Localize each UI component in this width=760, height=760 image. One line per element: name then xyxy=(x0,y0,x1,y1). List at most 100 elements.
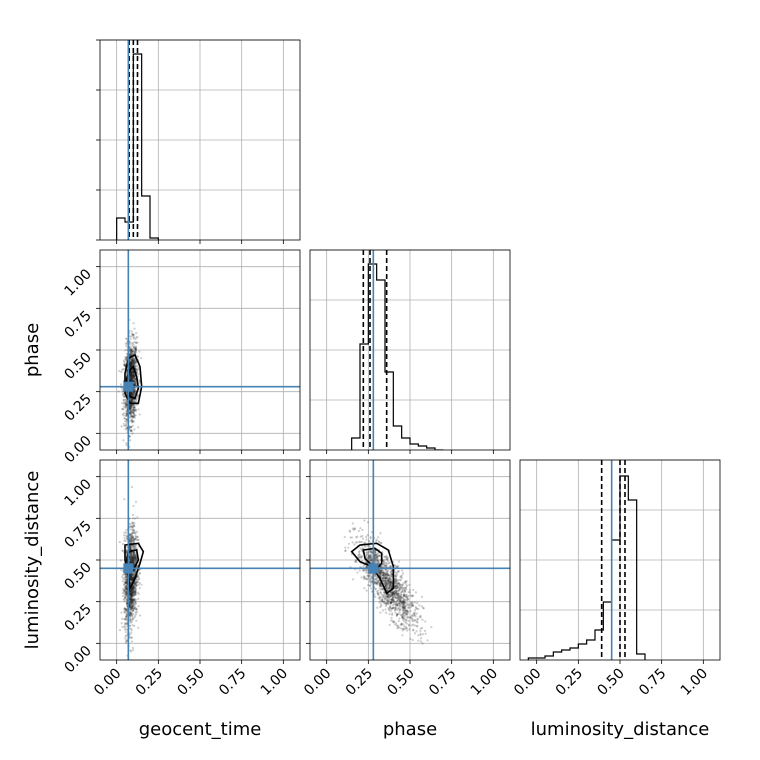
scatter-point xyxy=(130,399,133,402)
scatter-point xyxy=(367,557,370,560)
scatter-point xyxy=(124,404,128,407)
scatter-point xyxy=(401,583,404,587)
scatter-point xyxy=(130,612,133,615)
scatter-point xyxy=(129,606,133,610)
scatter-point xyxy=(124,581,127,584)
scatter-point xyxy=(131,558,135,561)
scatter-point xyxy=(132,539,135,542)
scatter-point xyxy=(125,371,128,374)
scatter-point xyxy=(134,537,137,540)
scatter-point xyxy=(415,624,418,627)
scatter-point xyxy=(132,411,135,414)
scatter-point xyxy=(124,573,128,576)
scatter-point xyxy=(130,593,133,597)
scatter-point xyxy=(395,600,398,603)
scatter-point xyxy=(130,593,133,596)
scatter-point xyxy=(130,597,133,600)
scatter-point xyxy=(131,372,135,376)
scatter-point xyxy=(396,594,399,597)
scatter-point xyxy=(390,575,394,578)
scatter-point xyxy=(130,358,133,361)
scatter-point xyxy=(400,587,403,590)
scatter-point xyxy=(129,557,132,560)
scatter-point xyxy=(122,583,126,586)
scatter-point xyxy=(128,404,131,407)
scatter-point xyxy=(134,537,137,540)
scatter-point xyxy=(395,579,399,582)
scatter-point xyxy=(130,359,133,362)
scatter-point xyxy=(379,591,382,594)
scatter-point xyxy=(401,599,405,602)
scatter-point xyxy=(132,613,135,616)
scatter-point xyxy=(131,586,134,590)
scatter-point xyxy=(399,601,403,604)
scatter-point xyxy=(390,598,393,601)
scatter-point xyxy=(395,592,398,595)
scatter-point xyxy=(130,364,134,367)
scatter-point xyxy=(384,611,388,614)
scatter-point xyxy=(122,577,125,580)
scatter-point xyxy=(131,577,134,581)
scatter-point xyxy=(394,587,397,590)
scatter-point xyxy=(131,528,134,532)
scatter-point xyxy=(395,614,398,617)
scatter-point xyxy=(385,597,388,600)
scatter-point xyxy=(382,571,385,574)
scatter-point xyxy=(386,587,390,590)
scatter-point xyxy=(125,597,128,600)
scatter-point xyxy=(129,404,132,407)
scatter-point xyxy=(131,375,134,378)
scatter-point xyxy=(390,583,393,586)
scatter-point xyxy=(132,608,135,611)
scatter-point xyxy=(378,572,381,575)
scatter-point xyxy=(384,579,387,582)
scatter-point xyxy=(408,628,411,631)
scatter-point xyxy=(132,391,136,394)
scatter-point xyxy=(410,605,414,608)
scatter-point xyxy=(131,398,134,401)
scatter-point xyxy=(133,409,136,412)
scatter-point xyxy=(405,612,408,615)
scatter-point xyxy=(130,548,133,551)
scatter-point xyxy=(131,349,135,353)
scatter-point xyxy=(387,598,390,601)
scatter-point xyxy=(135,370,138,373)
scatter-point xyxy=(125,593,128,596)
scatter-point xyxy=(130,392,133,395)
scatter-point xyxy=(405,593,408,596)
scatter-point xyxy=(394,605,397,608)
scatter-point xyxy=(396,624,399,627)
scatter-point xyxy=(390,592,393,595)
scatter-point xyxy=(132,415,135,419)
scatter-point xyxy=(389,609,392,613)
scatter-point xyxy=(129,606,132,609)
scatter-point xyxy=(133,559,137,563)
scatter-point xyxy=(365,571,368,574)
scatter-point xyxy=(382,579,386,582)
scatter-point xyxy=(376,560,379,563)
scatter-point xyxy=(405,619,408,622)
scatter-point xyxy=(129,372,133,375)
scatter-point xyxy=(124,589,127,592)
scatter-point xyxy=(382,560,385,563)
scatter-point xyxy=(130,392,133,396)
scatter-point xyxy=(130,539,133,542)
scatter-point xyxy=(124,534,127,537)
scatter-point xyxy=(124,587,128,590)
scatter-point xyxy=(402,611,405,614)
scatter-point xyxy=(129,599,133,602)
scatter-point xyxy=(132,374,135,377)
scatter-point xyxy=(385,581,388,584)
scatter-point xyxy=(397,594,400,597)
scatter-point xyxy=(403,611,407,614)
scatter-point xyxy=(130,534,133,537)
scatter-point xyxy=(130,379,133,382)
scatter-point xyxy=(401,583,404,587)
scatter-point xyxy=(133,357,136,360)
scatter-point xyxy=(387,580,390,583)
scatter-point xyxy=(134,585,137,588)
scatter-point xyxy=(375,578,378,581)
scatter-point xyxy=(136,341,139,344)
scatter-point xyxy=(131,547,135,550)
scatter-point xyxy=(132,539,135,543)
